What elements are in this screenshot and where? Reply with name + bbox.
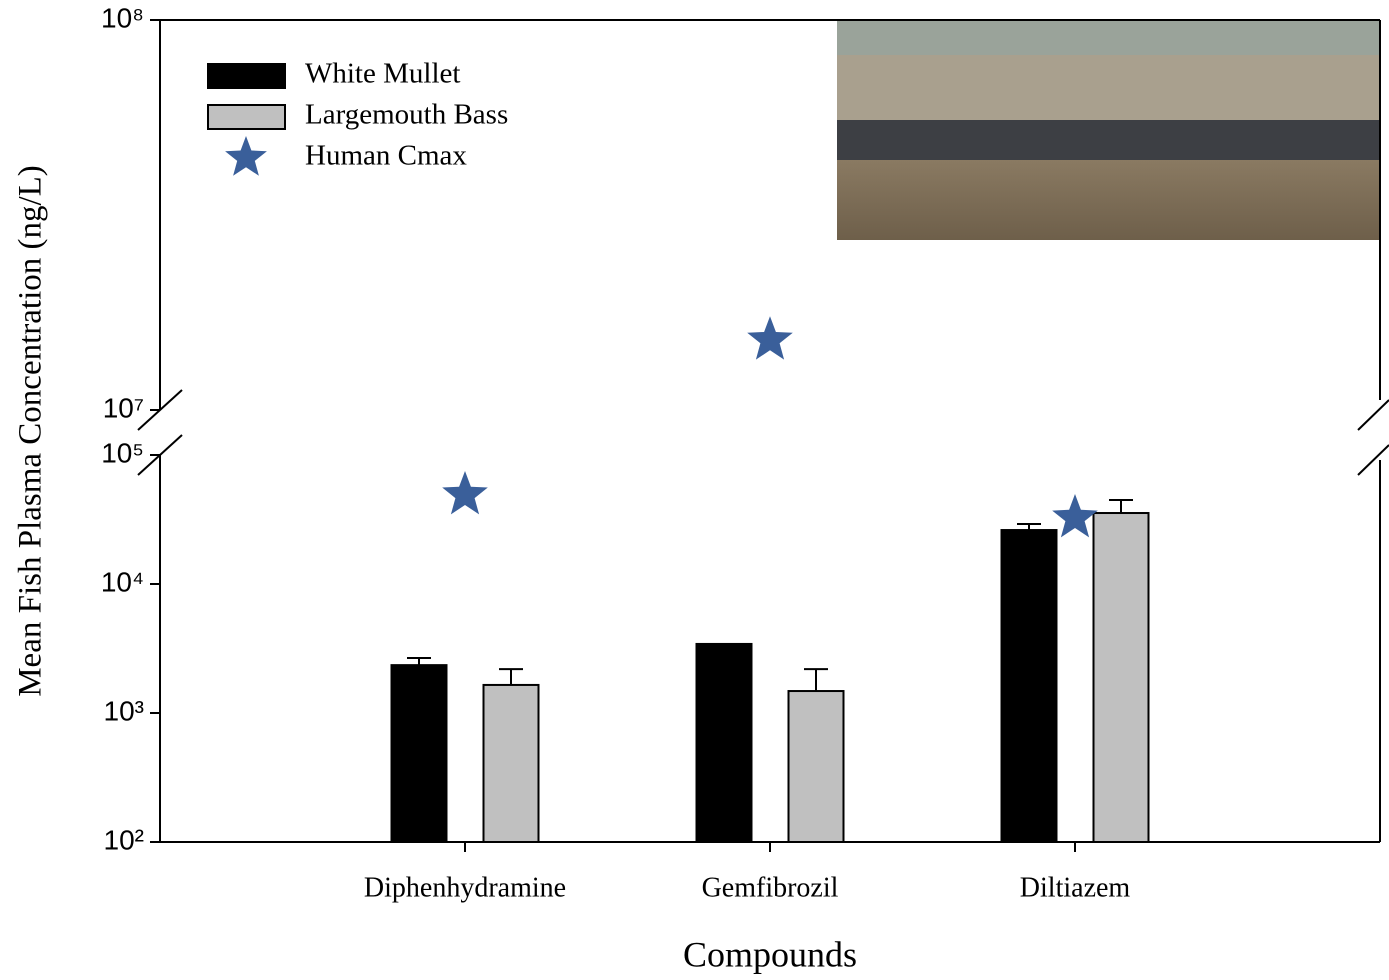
inset-photo [837,20,1381,240]
bar [789,691,844,842]
y-tick-label: 10⁵ [101,437,144,468]
y-tick-label: 10⁴ [101,566,144,597]
legend-swatch [208,64,285,88]
legend-marker [225,136,267,176]
error-bar [804,669,828,691]
y-tick-label: 10² [104,824,144,855]
legend-label: White Mullet [305,58,460,90]
bar [1002,530,1057,842]
legend-label: Largemouth Bass [305,99,508,131]
bar [1094,513,1149,842]
y-tick-label: 10⁸ [101,2,144,33]
x-axis-label: Compounds [683,934,857,974]
y-tick-label: 10³ [104,695,144,726]
error-bar [499,669,523,685]
bar [484,685,539,842]
x-tick-label: Gemfibrozil [702,872,839,903]
y-tick-label: 10⁷ [103,392,144,423]
legend-swatch [208,105,285,129]
error-bar [1109,500,1133,513]
x-tick-label: Diltiazem [1020,872,1131,903]
error-bar [407,658,431,665]
legend-label: Human Cmax [305,140,467,172]
data-point [1052,494,1098,537]
chart: Compounds Mean Fish Plasma Concentration… [0,0,1389,980]
y-axis-label: Mean Fish Plasma Concentration (ng/L) [13,165,49,697]
data-point [442,471,488,514]
data-point [747,316,793,359]
bar [392,665,447,842]
bar [697,644,752,842]
x-tick-label: Diphenhydramine [364,872,566,903]
